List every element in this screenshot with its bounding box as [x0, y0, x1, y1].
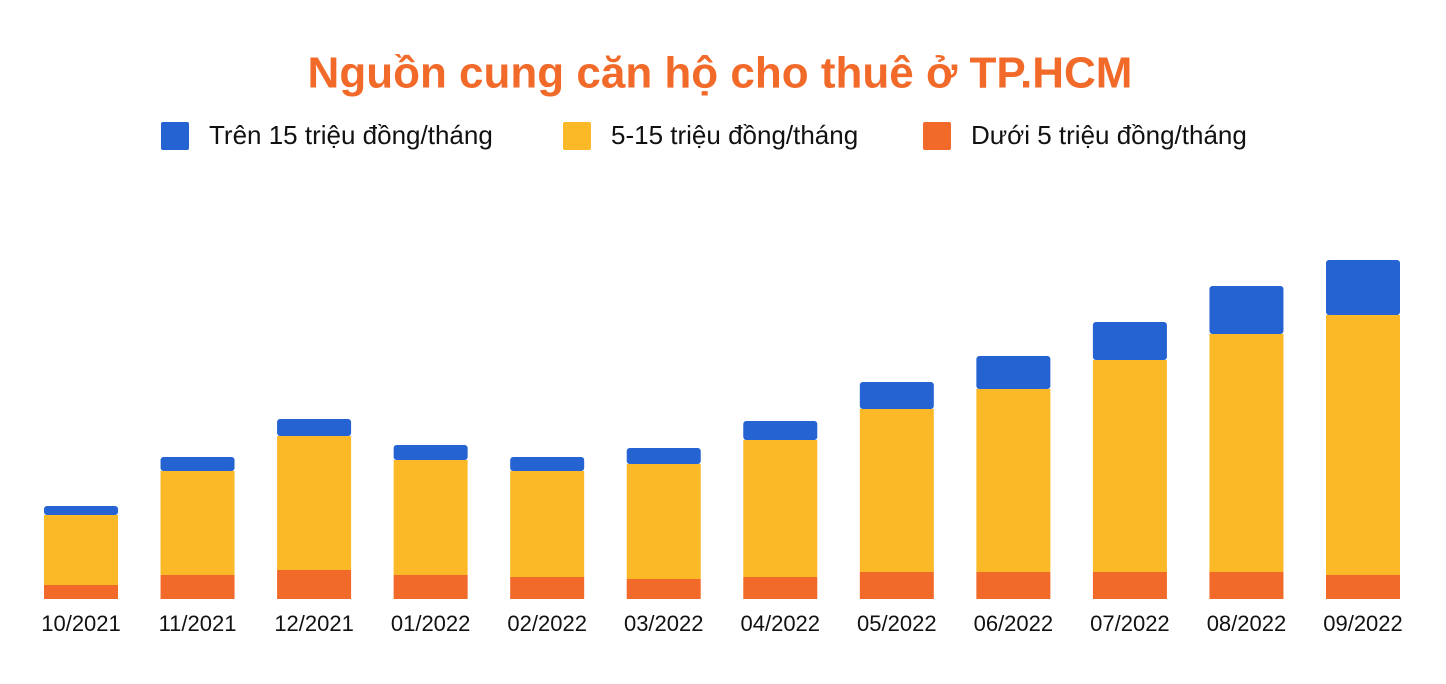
bar-segment — [976, 389, 1051, 572]
bar-segment — [1209, 334, 1284, 572]
x-tick-label: 03/2022 — [624, 611, 704, 636]
bar-segment — [1092, 572, 1167, 599]
bar-segment — [743, 577, 818, 599]
bar-segment — [44, 506, 118, 515]
legend-label: Dưới 5 triệu đồng/tháng — [971, 120, 1247, 150]
bar-segment — [160, 575, 235, 599]
bar-segment — [160, 457, 235, 471]
bar-segment — [1326, 575, 1400, 599]
x-tick-label: 07/2022 — [1090, 611, 1170, 636]
bar-segment — [1209, 286, 1284, 334]
bar-segment — [277, 419, 352, 436]
bar-segment — [859, 572, 934, 599]
legend-swatch — [161, 122, 189, 150]
x-tick-label: 05/2022 — [857, 611, 937, 636]
bar-segment — [277, 570, 352, 599]
chart-title: Nguồn cung căn hộ cho thuê ở TP.HCM — [308, 49, 1133, 98]
bar-segment — [510, 471, 585, 577]
legend-swatch — [563, 122, 591, 150]
x-tick-label: 11/2021 — [159, 611, 237, 636]
bar-segment — [626, 464, 701, 579]
bar-segment — [1326, 260, 1400, 315]
bar-segment — [393, 460, 468, 575]
x-tick-label: 12/2021 — [274, 611, 354, 636]
x-tick-label: 06/2022 — [974, 611, 1054, 636]
bar-segment — [626, 579, 701, 599]
bar-segment — [160, 471, 235, 575]
bar-segment — [859, 409, 934, 572]
x-tick-label: 10/2021 — [41, 611, 121, 636]
bar-segment — [510, 577, 585, 599]
x-tick-label: 09/2022 — [1323, 611, 1403, 636]
x-tick-label: 01/2022 — [391, 611, 471, 636]
bar-segment — [626, 448, 701, 464]
bar-segment — [859, 382, 934, 409]
bar-segment — [976, 356, 1051, 389]
legend-label: 5-15 triệu đồng/tháng — [611, 120, 858, 150]
bar-segment — [976, 572, 1051, 599]
bar-segment — [743, 421, 818, 440]
bar-segment — [1326, 315, 1400, 575]
x-tick-label: 02/2022 — [507, 611, 587, 636]
bar-segment — [1092, 360, 1167, 572]
bar-segment — [393, 575, 468, 599]
legend-swatch — [923, 122, 951, 150]
bar-segment — [1092, 322, 1167, 360]
bar-segment — [1209, 572, 1284, 599]
bar-segment — [44, 515, 118, 585]
legend-label: Trên 15 triệu đồng/tháng — [209, 120, 493, 150]
x-tick-label: 04/2022 — [741, 611, 821, 636]
bar-segment — [510, 457, 585, 471]
bar-segment — [44, 585, 118, 599]
x-tick-label: 08/2022 — [1207, 611, 1287, 636]
bar-segment — [743, 440, 818, 577]
bar-segment — [277, 436, 352, 570]
bar-segment — [393, 445, 468, 460]
